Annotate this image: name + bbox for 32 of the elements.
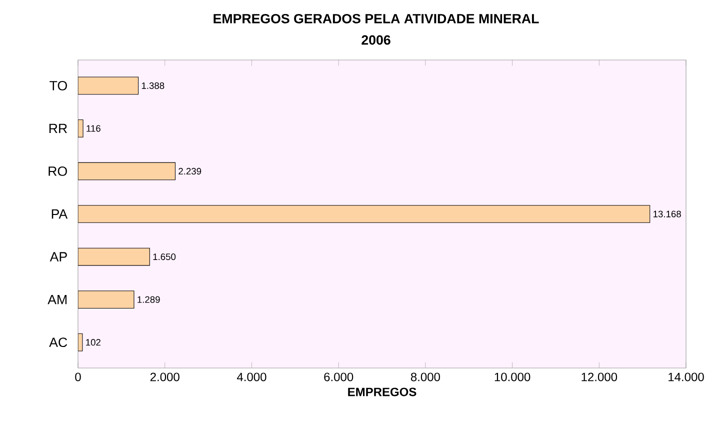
bar [78, 120, 84, 138]
y-tick-label: AC [49, 338, 68, 348]
x-tick-label: 2.000 [150, 372, 180, 382]
y-tick-label: RO [48, 166, 67, 176]
bar [78, 205, 650, 223]
x-axis-title: EMPREGOS [348, 388, 416, 396]
chart-title: EMPREGOS GERADOS PELA ATIVIDADE MINERAL [214, 14, 539, 24]
bar [78, 162, 176, 180]
data-label: 102 [86, 339, 100, 346]
bar [78, 76, 139, 95]
x-tick-label: 12.000 [582, 372, 618, 382]
y-tick-label: RR [49, 124, 67, 134]
x-tick-label: 0 [75, 372, 81, 382]
data-label: 116 [86, 125, 100, 132]
x-tick-label: 10.000 [494, 372, 530, 382]
data-label: 1.650 [153, 253, 176, 260]
x-tick-label: 4.000 [236, 372, 266, 382]
y-tick-label: PA [52, 209, 68, 219]
bar [78, 290, 134, 308]
y-tick-label: AM [48, 294, 67, 304]
y-tick-label: AP [50, 252, 67, 262]
x-tick-label: 14.000 [668, 372, 704, 382]
data-label: 2.239 [178, 168, 202, 175]
data-label: 1.388 [142, 82, 164, 89]
chart-subtitle: 2006 [362, 35, 390, 45]
bar [78, 333, 83, 352]
data-label: 13.168 [654, 210, 681, 218]
bar [78, 248, 150, 266]
x-tick-label: 8.000 [410, 372, 440, 382]
data-label: 1.289 [138, 296, 160, 303]
y-tick-label: TO [50, 80, 67, 90]
x-tick-label: 6.000 [324, 372, 354, 382]
